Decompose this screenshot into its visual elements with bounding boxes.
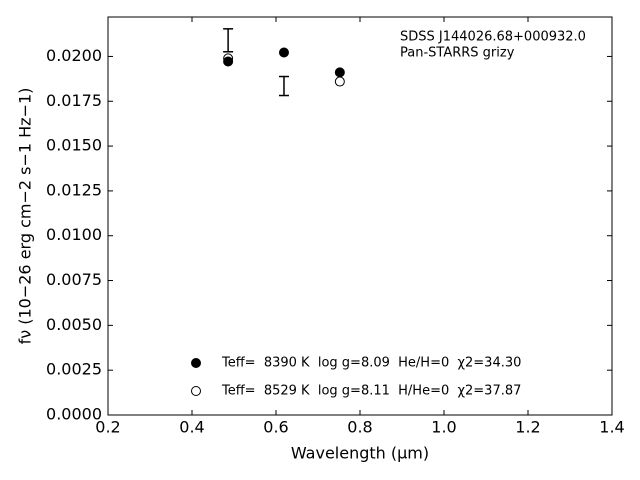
legend-label: Teff= 8390 K log g=8.09 He/H=0 χ2=34.30 xyxy=(221,356,521,371)
y-tick-label: 0.0150 xyxy=(46,136,102,155)
legend-marker xyxy=(191,386,201,396)
x-tick-label: 0.4 xyxy=(179,418,204,437)
annotation: Pan-STARRS grizy xyxy=(400,46,515,61)
y-tick-label: 0.0125 xyxy=(46,180,102,199)
y-tick-label: 0.0100 xyxy=(46,225,102,244)
y-tick-label: 0.0200 xyxy=(46,46,102,65)
y-tick-label: 0.0000 xyxy=(46,405,102,424)
x-tick-label: 0.8 xyxy=(347,418,372,437)
legend-marker xyxy=(191,358,201,368)
x-tick-label: 1.4 xyxy=(599,418,624,437)
y-tick-label: 0.0050 xyxy=(46,315,102,334)
x-tick-label: 0.2 xyxy=(95,418,120,437)
error-bar xyxy=(223,28,234,53)
point xyxy=(223,56,234,67)
y-tick-label: 0.0175 xyxy=(46,91,102,110)
point xyxy=(334,76,345,87)
legend-label: Teff= 8529 K log g=8.11 H/He=0 χ2=37.87 xyxy=(221,384,521,399)
point xyxy=(334,67,345,78)
x-axis-label: Wavelength (μm) xyxy=(291,444,429,463)
x-tick-label: 1.0 xyxy=(431,418,456,437)
y-tick-label: 0.0075 xyxy=(46,270,102,289)
y-tick-label: 0.0025 xyxy=(46,360,102,379)
x-tick-label: 0.6 xyxy=(263,418,288,437)
error-bar xyxy=(278,75,289,97)
x-tick-label: 1.2 xyxy=(515,418,540,437)
point xyxy=(278,47,289,58)
annotation: SDSS J144026.68+000932.0 xyxy=(400,30,586,45)
y-axis-label: fν (10−26 erg cm−2 s−1 Hz−1) xyxy=(16,88,35,345)
